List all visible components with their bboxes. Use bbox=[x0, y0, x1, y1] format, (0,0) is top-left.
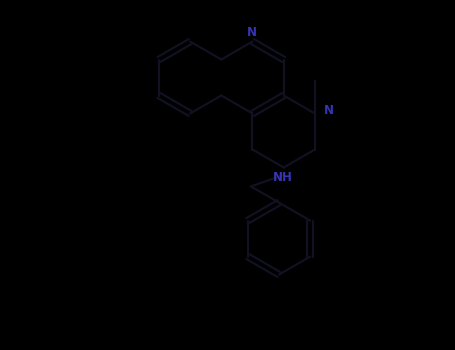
Text: N: N bbox=[247, 27, 257, 40]
Text: N: N bbox=[324, 105, 334, 118]
Text: NH: NH bbox=[273, 171, 293, 184]
